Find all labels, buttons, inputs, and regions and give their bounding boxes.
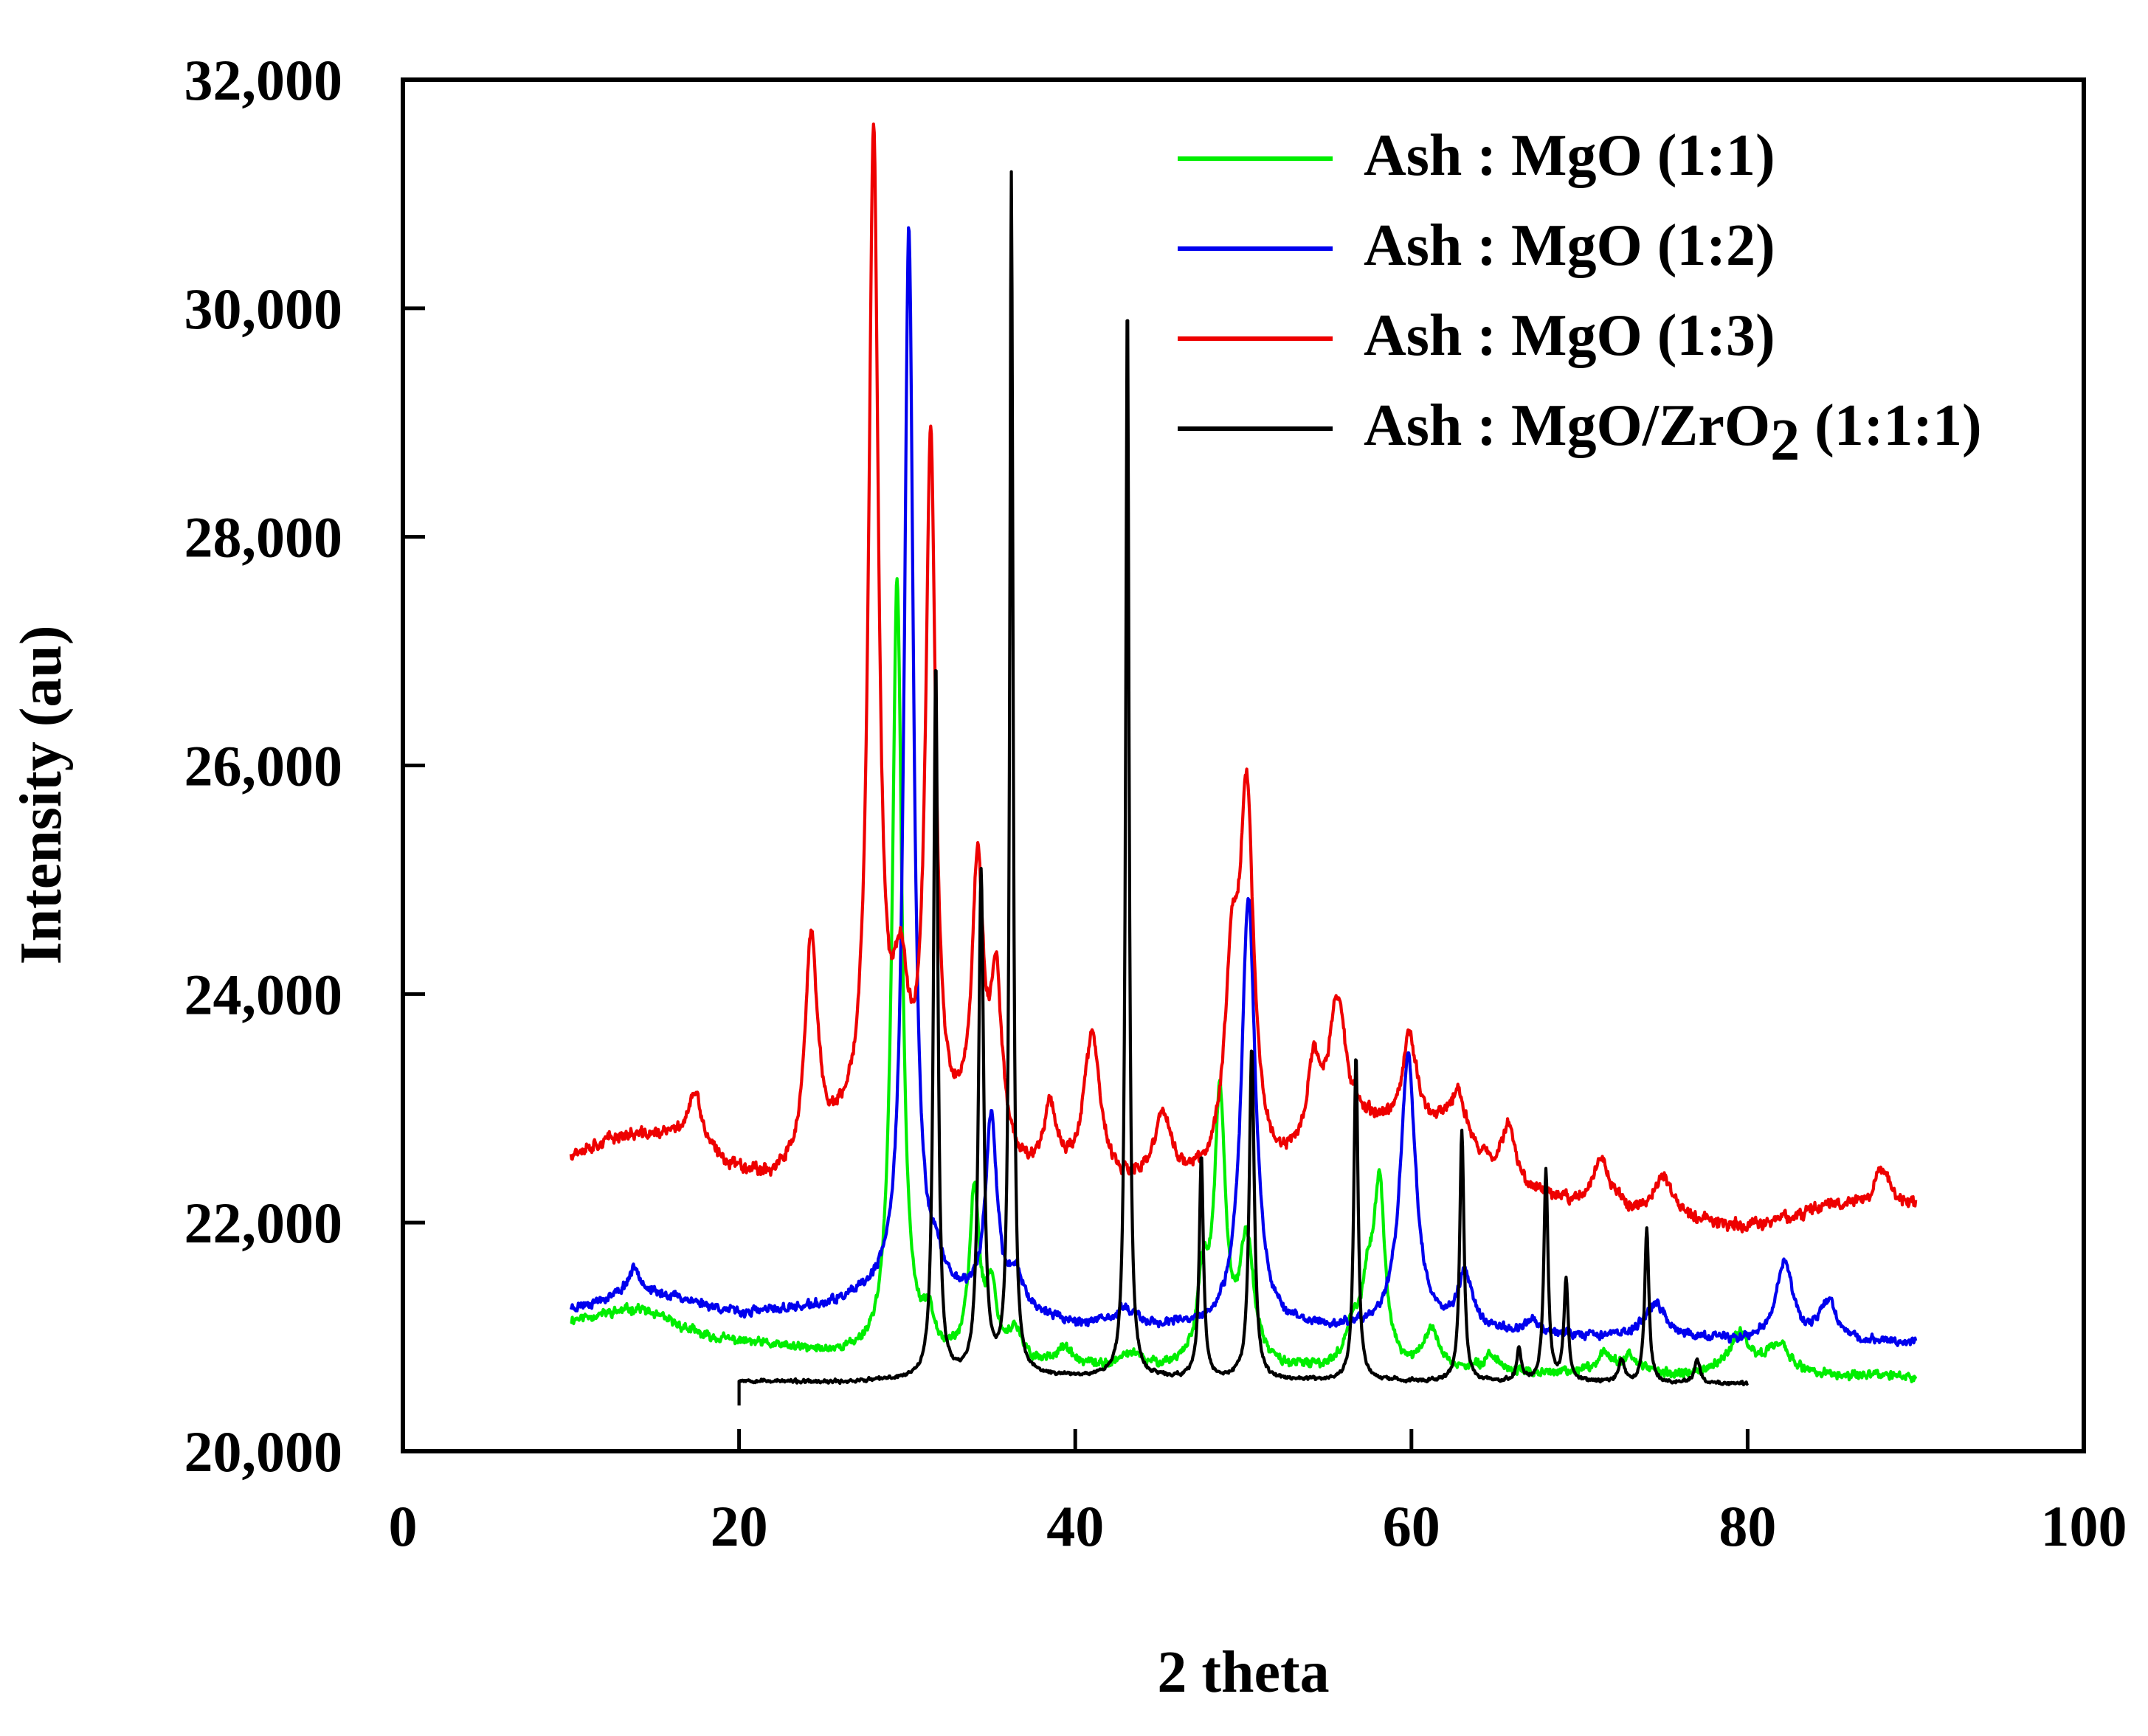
series-line xyxy=(569,122,1918,1234)
x-tick-label: 0 xyxy=(389,1494,418,1558)
legend-label: Ash : MgO/ZrO2 (1:1:1) xyxy=(1364,393,1982,473)
y-tick-label: 20,000 xyxy=(184,1419,343,1484)
legend-label-subscript: 2 xyxy=(1770,408,1800,473)
legend-label-text: Ash : MgO (1:1) xyxy=(1364,123,1775,188)
legend: Ash : MgO (1:1) Ash : MgO (1:2) Ash : MgO … xyxy=(1178,123,1982,473)
y-tick-label: 32,000 xyxy=(184,48,343,112)
y-tick-label: 24,000 xyxy=(184,962,343,1026)
ticks-layer: 0 20 40 60 80 100 20,000 22,000 24,000 26,000 28,0… xyxy=(184,48,2127,1558)
legend-label-tail: (1:1:1) xyxy=(1800,393,1982,458)
x-tick-label: 40 xyxy=(1046,1494,1104,1558)
legend-label: Ash : MgO (1:2) xyxy=(1364,213,1775,278)
series-layer xyxy=(569,122,1918,1405)
legend-label-text: Ash : MgO (1:2) xyxy=(1364,213,1775,278)
y-tick-label: 26,000 xyxy=(184,734,343,798)
legend-label: Ash : MgO (1:3) xyxy=(1364,303,1775,368)
x-tick-label: 100 xyxy=(2041,1494,2127,1558)
x-tick-label: 60 xyxy=(1383,1494,1440,1558)
x-tick-label: 20 xyxy=(711,1494,768,1558)
series-line xyxy=(570,577,1918,1383)
x-tick-label: 80 xyxy=(1719,1494,1776,1558)
y-axis-title: Intensity (au) xyxy=(9,625,74,964)
legend-label: Ash : MgO (1:1) xyxy=(1364,123,1775,188)
y-tick-label: 22,000 xyxy=(184,1191,343,1255)
y-tick-label: 30,000 xyxy=(184,277,343,341)
legend-label-text: Ash : MgO (1:3) xyxy=(1364,303,1775,368)
legend-label-text: Ash : MgO/ZrO xyxy=(1364,393,1770,458)
series-line xyxy=(569,226,1918,1347)
y-tick-label: 28,000 xyxy=(184,505,343,570)
x-axis-title: 2 theta xyxy=(1157,1640,1329,1705)
series-line xyxy=(737,170,1750,1405)
